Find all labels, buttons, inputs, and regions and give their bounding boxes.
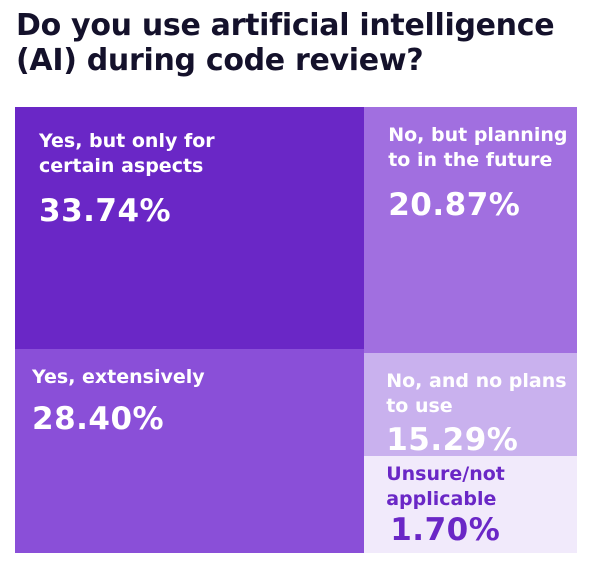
tile-label-line: applicable [386,488,497,510]
tile-label-line: Yes, but only for [39,130,215,152]
chart-title: Do you use artificial intelligence (AI) … [16,8,576,78]
tile-label-line: to in the future [388,149,553,171]
chart-title-line-2: (AI) during code review? [16,43,424,78]
tile-label: Yes, but only for certain aspects [39,129,215,179]
tile-label: Unsure/not applicable [386,462,505,512]
treemap-tile: Yes, but only for certain aspects 33.74% [15,107,365,350]
treemap-tile: Unsure/not applicable 1.70% [364,456,577,553]
tile-value-label: 15.29% [386,421,519,458]
tile-label-line: No, and no plans [386,369,567,392]
tile-label: Yes, extensively [32,365,205,390]
tile-label-line: certain aspects [39,155,204,177]
treemap-tile: No, but planning to in the future 20.87% [364,107,577,353]
tile-value-label: 1.70% [390,512,501,548]
tile-value-label: 28.40% [32,401,165,438]
tile-label: No, and no plans to use [386,369,566,419]
tile-label-line: Yes, extensively [32,366,205,389]
tile-label-line: Unsure/not [386,463,505,485]
tile-label: No, but planning to in the future [388,123,567,173]
treemap-tile: Yes, extensively 28.40% [15,349,365,553]
tile-value-label: 33.74% [39,193,172,229]
treemap-tile: No, and no plans to use 15.29% [364,352,577,458]
tile-value-label: 20.87% [388,187,521,223]
tile-label-line: to use [386,394,453,417]
chart-title-line-1: Do you use artificial intelligence [16,8,555,43]
tile-label-line: No, but planning [388,124,568,146]
